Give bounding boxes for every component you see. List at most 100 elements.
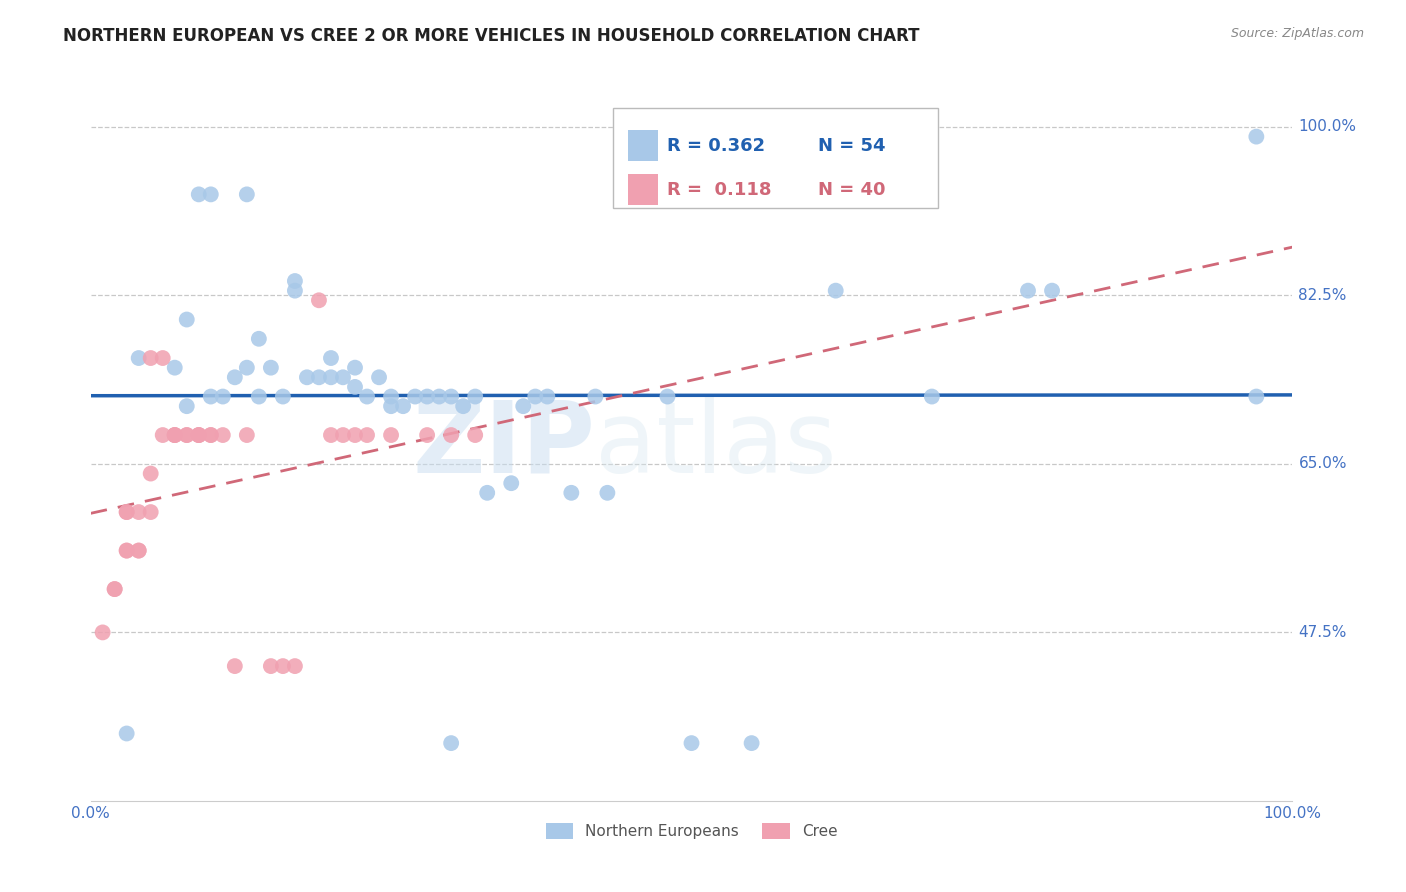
FancyBboxPatch shape (613, 108, 938, 208)
Point (368, 370, 391, 384)
Point (176, 428, 198, 442)
Point (319, 370, 342, 384)
Point (187, 187, 209, 202)
Point (332, 428, 354, 442)
Point (308, 370, 330, 384)
Point (319, 351, 342, 365)
Point (380, 428, 402, 442)
Point (187, 428, 209, 442)
Point (380, 390, 402, 404)
Point (224, 659, 246, 673)
Point (464, 428, 486, 442)
Point (163, 428, 186, 442)
Text: 100.0%: 100.0% (1298, 120, 1357, 135)
Point (163, 360, 186, 375)
Point (921, 390, 943, 404)
Point (260, 659, 283, 673)
Legend: Northern Europeans, Cree: Northern Europeans, Cree (540, 817, 844, 845)
Point (247, 332, 270, 346)
Text: 47.5%: 47.5% (1298, 625, 1347, 640)
Point (176, 312, 198, 326)
Point (236, 187, 259, 202)
Point (115, 543, 138, 558)
Point (115, 543, 138, 558)
Point (416, 390, 439, 404)
Point (451, 399, 474, 413)
Point (163, 428, 186, 442)
Text: Source: ZipAtlas.com: Source: ZipAtlas.com (1230, 27, 1364, 40)
Text: N = 54: N = 54 (818, 136, 886, 155)
Point (236, 360, 259, 375)
Point (187, 428, 209, 442)
Point (91, 625, 114, 640)
Point (128, 351, 150, 365)
Point (501, 476, 523, 491)
Point (657, 390, 679, 404)
Text: R =  0.118: R = 0.118 (668, 181, 772, 199)
Text: 65.0%: 65.0% (1298, 457, 1347, 472)
Point (271, 659, 294, 673)
Point (416, 428, 439, 442)
Point (211, 390, 233, 404)
Point (356, 390, 378, 404)
Point (332, 370, 354, 384)
Point (343, 360, 366, 375)
Point (139, 467, 162, 481)
Point (104, 582, 127, 596)
Point (139, 351, 162, 365)
Point (392, 399, 415, 413)
Point (1246, 129, 1268, 144)
Point (596, 485, 619, 500)
Point (176, 428, 198, 442)
Point (319, 428, 342, 442)
Text: N = 40: N = 40 (818, 181, 886, 199)
Point (1040, 284, 1063, 298)
Point (200, 428, 222, 442)
Text: atlas: atlas (595, 397, 837, 493)
Point (176, 399, 198, 413)
Point (187, 428, 209, 442)
Point (824, 284, 846, 298)
Point (583, 390, 606, 404)
Point (139, 505, 162, 519)
Point (440, 736, 463, 750)
Point (200, 187, 222, 202)
Point (1017, 284, 1039, 298)
Point (284, 274, 307, 288)
Point (308, 293, 330, 308)
Point (211, 428, 233, 442)
Point (200, 390, 222, 404)
Point (1246, 390, 1268, 404)
Point (284, 659, 307, 673)
Point (200, 428, 222, 442)
Point (464, 390, 486, 404)
Point (115, 505, 138, 519)
Point (152, 351, 174, 365)
Bar (628, 130, 658, 161)
Point (380, 399, 402, 413)
Text: 82.5%: 82.5% (1298, 288, 1347, 303)
Point (247, 390, 270, 404)
Text: ZIP: ZIP (412, 397, 595, 493)
Point (356, 428, 378, 442)
Point (560, 485, 582, 500)
Point (536, 390, 558, 404)
Point (524, 390, 547, 404)
Point (115, 726, 138, 740)
Point (512, 399, 534, 413)
Point (404, 390, 426, 404)
Point (343, 380, 366, 394)
Point (128, 543, 150, 558)
Point (681, 736, 703, 750)
Point (741, 736, 763, 750)
Point (440, 390, 463, 404)
Bar (628, 174, 658, 205)
Text: R = 0.362: R = 0.362 (668, 136, 766, 155)
Point (295, 370, 318, 384)
Point (104, 582, 127, 596)
Point (440, 428, 463, 442)
Point (236, 428, 259, 442)
Text: NORTHERN EUROPEAN VS CREE 2 OR MORE VEHICLES IN HOUSEHOLD CORRELATION CHART: NORTHERN EUROPEAN VS CREE 2 OR MORE VEHI… (63, 27, 920, 45)
Point (284, 284, 307, 298)
Point (128, 505, 150, 519)
